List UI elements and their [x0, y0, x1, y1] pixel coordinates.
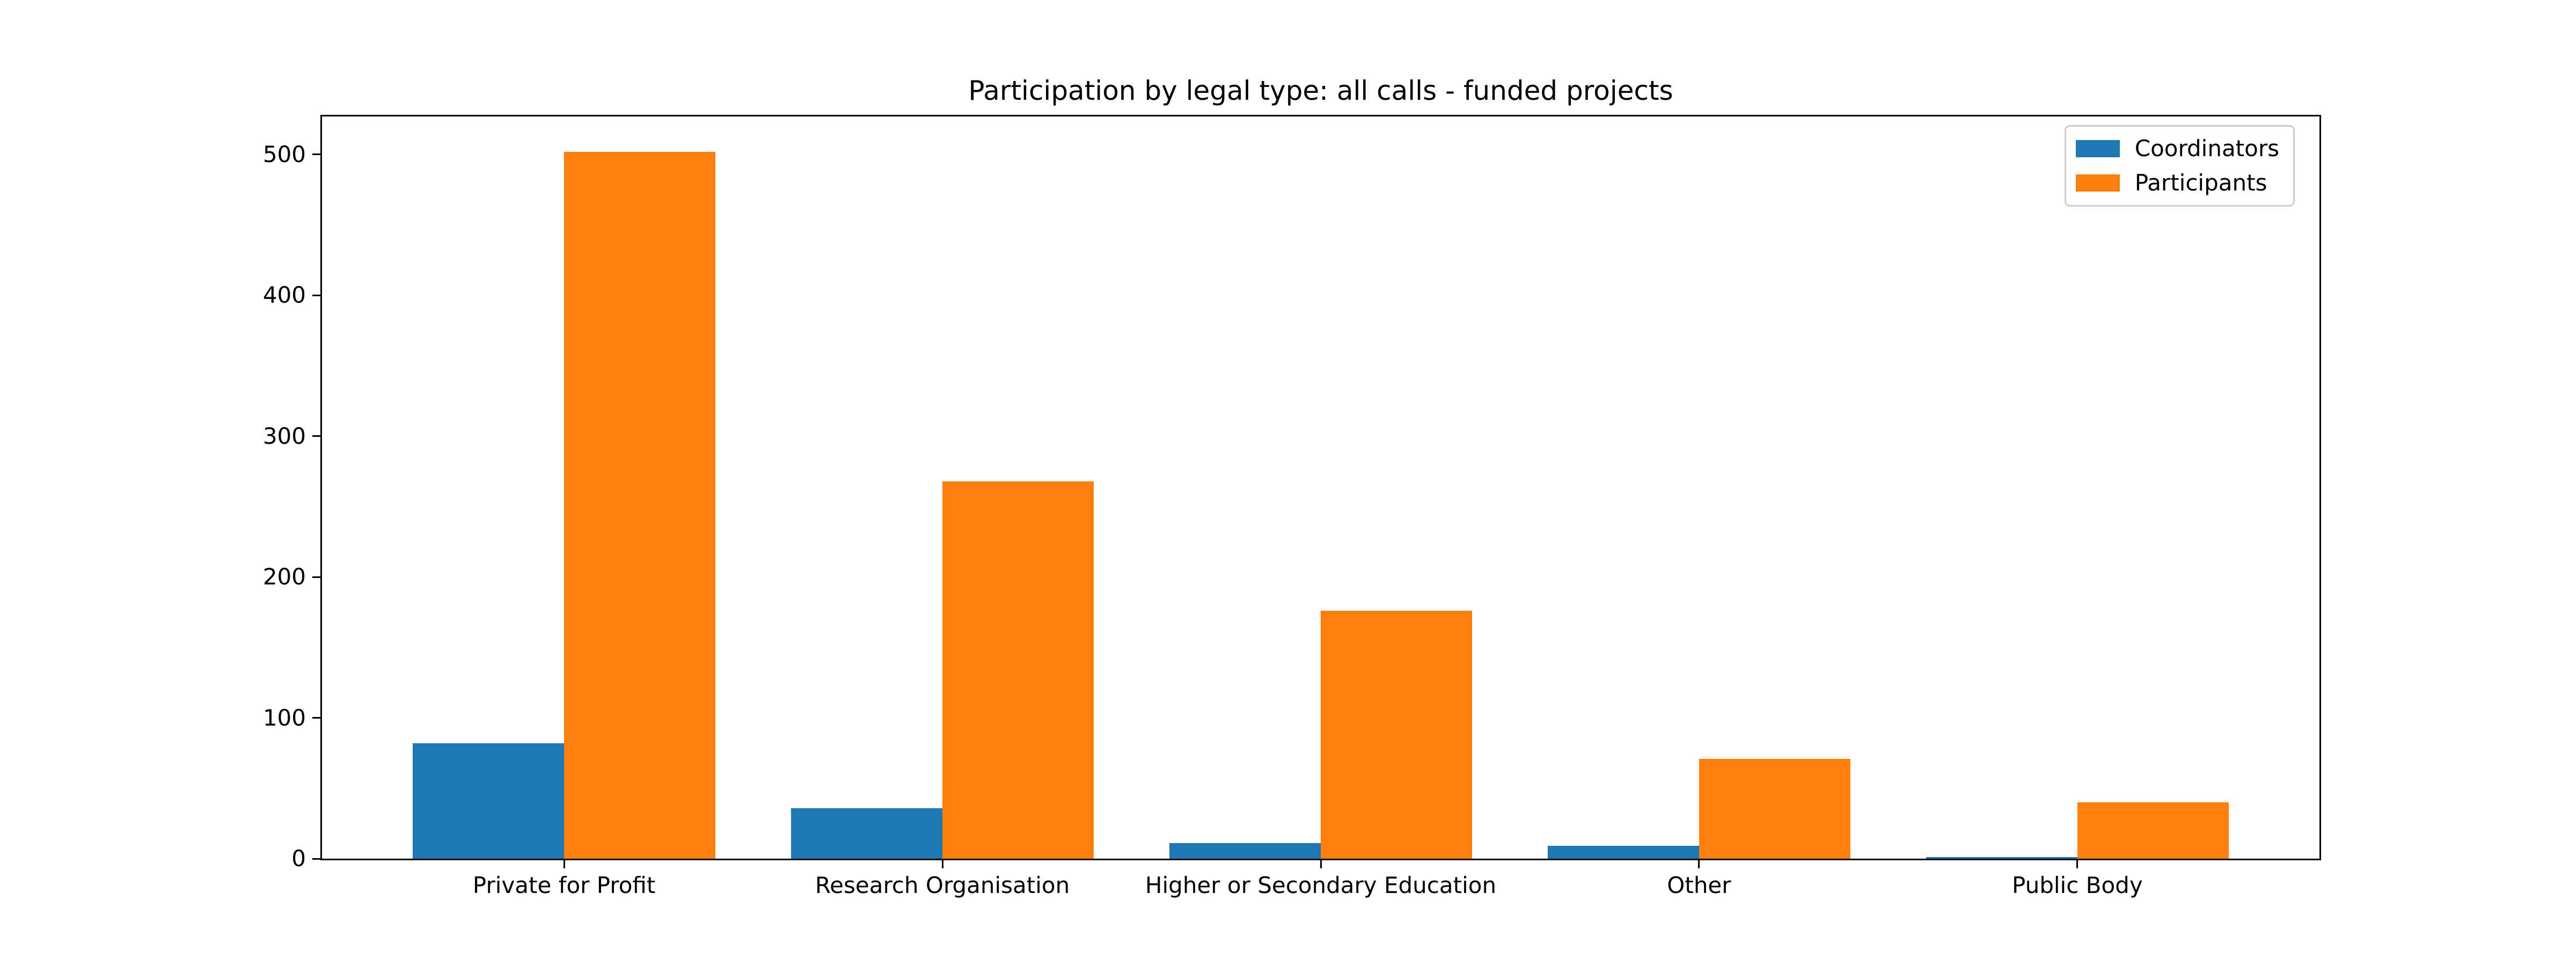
legend-swatch-coordinators [2075, 140, 2120, 157]
chart-title: Participation by legal type: all calls -… [968, 75, 1673, 106]
y-tick-label-100: 100 [262, 704, 306, 731]
x-tick-label-other: Other [1667, 872, 1731, 898]
legend: Coordinators Participants [2064, 125, 2295, 207]
y-tick-label-300: 300 [262, 422, 306, 449]
bar-coordinators-public-body [1926, 857, 2077, 859]
y-tick-100 [312, 717, 320, 719]
x-tick-research-organisation [941, 860, 943, 868]
y-tick-0 [312, 858, 320, 860]
x-tick-label-higher-or-secondary-education: Higher or Secondary Education [1145, 872, 1497, 898]
x-tick-private-for-profit [563, 860, 565, 868]
bar-participants-higher-or-secondary-education [1321, 611, 1472, 859]
legend-label-participants: Participants [2134, 170, 2267, 196]
plot-area: Coordinators Participants 0 100 200 300 400 5… [263, 115, 2321, 898]
legend-item-participants: Participants [2075, 170, 2279, 196]
legend-item-coordinators: Coordinators [2075, 135, 2279, 162]
bar-coordinators-other [1547, 846, 1699, 859]
y-tick-label-0: 0 [291, 845, 306, 872]
x-tick-public-body [2076, 860, 2079, 868]
y-tick-200 [312, 576, 320, 578]
x-tick-higher-or-secondary-education [1320, 860, 1322, 868]
legend-label-coordinators: Coordinators [2134, 135, 2279, 162]
bar-participants-public-body [2077, 802, 2229, 859]
y-tick-label-200: 200 [262, 564, 306, 590]
y-tick-label-500: 500 [262, 141, 306, 167]
y-tick-label-400: 400 [262, 282, 306, 309]
legend-swatch-participants [2075, 174, 2120, 192]
bar-participants-other [1699, 758, 1850, 859]
y-tick-400 [312, 294, 320, 296]
bar-coordinators-private-for-profit [413, 743, 565, 859]
x-tick-label-public-body: Public Body [2012, 872, 2143, 898]
x-tick-label-research-organisation: Research Organisation [815, 872, 1070, 898]
bar-participants-private-for-profit [564, 151, 716, 859]
bar-coordinators-research-organisation [791, 808, 943, 859]
y-tick-300 [312, 435, 320, 437]
y-tick-500 [312, 153, 320, 156]
x-tick-other [1698, 860, 1700, 868]
bar-participants-research-organisation [942, 481, 1094, 859]
bar-coordinators-higher-or-secondary-education [1169, 843, 1321, 859]
x-tick-label-private-for-profit: Private for Profit [472, 872, 656, 898]
